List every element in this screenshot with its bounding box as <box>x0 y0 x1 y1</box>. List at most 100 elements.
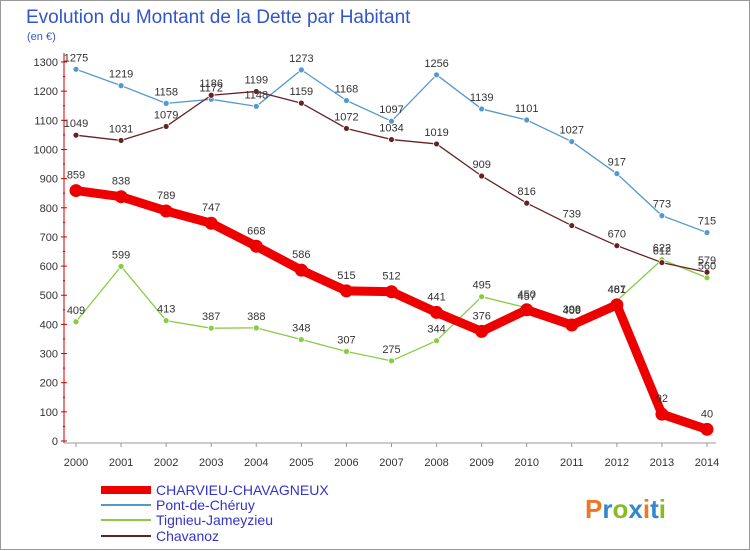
legend-label: Pont-de-Chéruy <box>156 497 255 513</box>
data-point-2 <box>433 337 440 345</box>
data-point-1 <box>72 65 80 73</box>
data-label: 789 <box>157 190 175 202</box>
data-point-1 <box>523 116 531 124</box>
y-tick-label: 1000 <box>34 144 58 156</box>
x-tick-label: 2014 <box>695 457 719 469</box>
data-point-3 <box>162 123 170 130</box>
x-tick-label: 2013 <box>650 457 674 469</box>
x-tick-label: 2003 <box>199 457 223 469</box>
data-label: 1172 <box>199 82 223 94</box>
data-label: 1159 <box>290 86 314 98</box>
data-point-0 <box>655 407 669 421</box>
x-tick-label: 2009 <box>469 457 493 469</box>
data-label: 1079 <box>154 109 178 121</box>
data-point-0 <box>159 204 173 218</box>
data-label: 747 <box>202 202 220 214</box>
data-point-3 <box>207 91 215 99</box>
data-point-0 <box>520 303 534 317</box>
data-point-0 <box>610 298 624 312</box>
data-point-0 <box>294 263 308 277</box>
series-lines <box>69 65 714 436</box>
data-point-1 <box>343 97 350 104</box>
axes: 0 100 200 300 400 500 600 700 800 900 1000 1100 1200… <box>34 53 719 469</box>
data-point-1 <box>433 71 440 79</box>
data-point-3 <box>388 136 395 143</box>
data-label: 1186 <box>199 78 223 90</box>
data-point-1 <box>478 105 486 113</box>
y-tick-label: 500 <box>40 290 58 302</box>
data-label: 612 <box>653 246 671 258</box>
data-label: 668 <box>247 225 265 237</box>
data-point-2 <box>388 357 395 365</box>
data-label: 92 <box>656 393 668 405</box>
data-label: 515 <box>337 270 355 282</box>
data-point-1 <box>658 212 666 220</box>
data-label: 1199 <box>244 74 268 86</box>
data-label: 560 <box>698 261 716 273</box>
data-point-0 <box>114 190 128 204</box>
data-point-0 <box>565 318 579 332</box>
data-label: 441 <box>427 291 445 303</box>
data-label: 1275 <box>64 52 88 64</box>
legend-label: Chavanoz <box>156 528 219 544</box>
data-point-2 <box>297 336 305 343</box>
data-label: 579 <box>698 255 716 267</box>
x-tick-label: 2008 <box>424 457 448 469</box>
data-label: 838 <box>112 176 130 188</box>
y-tick-label: 900 <box>40 174 58 186</box>
data-point-0 <box>430 305 444 319</box>
y-tick-label: 1300 <box>34 57 58 69</box>
data-point-3 <box>297 99 305 107</box>
data-label: 1097 <box>379 104 403 116</box>
data-label: 816 <box>518 186 536 198</box>
data-label: 344 <box>427 324 445 336</box>
data-label: 1019 <box>424 127 448 139</box>
data-point-3 <box>568 222 576 229</box>
data-point-2 <box>703 274 711 282</box>
data-point-1 <box>388 117 395 125</box>
data-point-1 <box>703 229 711 236</box>
data-label: 1168 <box>335 83 359 95</box>
data-label: 1219 <box>109 69 133 81</box>
data-labels: 859 838 789 747 668 586 515 512 441 376 450 398 467 9… <box>64 52 716 420</box>
x-tick-label: 2005 <box>289 457 313 469</box>
data-point-3 <box>703 268 711 276</box>
data-label: 715 <box>698 216 716 228</box>
data-label: 1256 <box>424 58 448 70</box>
data-point-0 <box>69 184 83 198</box>
data-point-3 <box>343 125 350 132</box>
data-label: 398 <box>563 304 581 316</box>
data-label: 495 <box>472 280 490 292</box>
data-label: 348 <box>292 323 310 335</box>
data-label: 512 <box>382 271 400 283</box>
y-tick-label: 0 <box>52 436 58 448</box>
data-label: 917 <box>608 157 626 169</box>
legend-label: CHARVIEU-CHAVAGNEUX <box>156 482 329 498</box>
data-label: 859 <box>67 170 85 182</box>
data-point-3 <box>117 137 125 144</box>
data-label: 586 <box>292 249 310 261</box>
data-label: 739 <box>563 209 581 221</box>
data-point-3 <box>658 259 666 266</box>
data-point-3 <box>252 88 260 95</box>
chart-subtitle: (en €) <box>27 31 56 43</box>
data-point-2 <box>72 318 80 326</box>
data-label: 409 <box>563 305 581 317</box>
data-point-2 <box>207 324 215 332</box>
data-point-3 <box>72 131 80 139</box>
data-label: 1072 <box>334 111 358 123</box>
data-label: 413 <box>157 304 175 316</box>
data-label: 622 <box>653 243 671 255</box>
data-label: 457 <box>518 291 536 303</box>
data-label: 387 <box>202 311 220 323</box>
y-tick-label: 800 <box>40 203 58 215</box>
data-point-0 <box>475 324 489 338</box>
data-label: 307 <box>337 334 355 346</box>
chart-title: Evolution du Montant de la Dette par Hab… <box>26 7 411 28</box>
x-tick-label: 2012 <box>605 457 629 469</box>
y-tick-label: 700 <box>40 232 58 244</box>
data-point-0 <box>204 216 218 230</box>
data-label: 1101 <box>515 103 539 115</box>
data-point-1 <box>297 66 305 74</box>
